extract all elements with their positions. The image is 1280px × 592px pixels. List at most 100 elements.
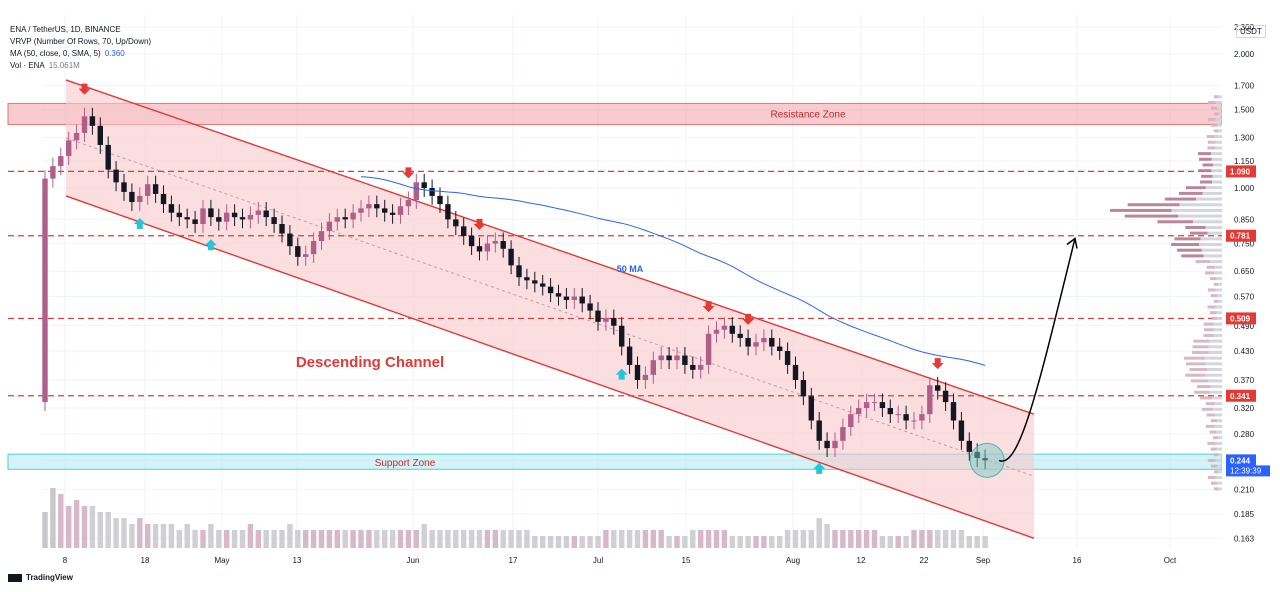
candle-body bbox=[318, 231, 325, 242]
price-label-box bbox=[1226, 165, 1256, 178]
profile-bar-up bbox=[1164, 197, 1197, 201]
profile-bar-down bbox=[1210, 260, 1222, 264]
profile-bar-up bbox=[1110, 208, 1172, 212]
volume-bar bbox=[255, 530, 261, 548]
resistance-zone bbox=[7, 102, 1223, 125]
profile-bar-up bbox=[1213, 470, 1219, 474]
candle-body bbox=[729, 325, 735, 334]
candle-body bbox=[374, 204, 380, 209]
ma-indicator[interactable]: MA (50, close, 0, SMA, 5) 0.360 bbox=[10, 48, 151, 60]
profile-bar-up bbox=[1207, 118, 1216, 122]
volume-bar bbox=[350, 530, 356, 548]
tradingview-logo: TradingView bbox=[8, 573, 73, 582]
candle-body bbox=[97, 125, 103, 145]
profile-bar-down bbox=[1213, 333, 1222, 337]
candle-body bbox=[413, 182, 419, 200]
volume-bar bbox=[97, 512, 103, 548]
tradingview-icon bbox=[8, 573, 22, 582]
profile-bar-up bbox=[1185, 373, 1206, 377]
profile-bar-up bbox=[1211, 316, 1218, 320]
profile-bar-up bbox=[1193, 339, 1210, 343]
price-axis-background bbox=[1222, 0, 1280, 592]
candle-body bbox=[42, 178, 48, 403]
volume-bar bbox=[334, 530, 340, 548]
profile-bar-up bbox=[1127, 203, 1180, 207]
countdown-box bbox=[1226, 465, 1270, 477]
descending-channel bbox=[65, 79, 1035, 539]
signal-arrows bbox=[78, 83, 944, 474]
volume-bar bbox=[737, 536, 743, 548]
volume-bar bbox=[626, 530, 633, 548]
volume-bar bbox=[224, 530, 230, 548]
volume-indicator-label: Vol · ENA bbox=[10, 61, 45, 70]
candle-body bbox=[579, 296, 585, 304]
candle-body bbox=[524, 277, 530, 281]
profile-bar-up bbox=[1205, 271, 1215, 275]
candle-body bbox=[690, 364, 696, 370]
profile-bar-up bbox=[1197, 152, 1212, 156]
volume-bar bbox=[887, 536, 893, 548]
volume-bar bbox=[516, 530, 522, 548]
volume-bar bbox=[808, 530, 814, 548]
profile-bar-up bbox=[1199, 180, 1213, 184]
legend-panel: ENA / TetherUS, 1D, BINANCE VRVP (Number… bbox=[10, 24, 151, 72]
profile-bar-up bbox=[1194, 390, 1210, 394]
candle-body bbox=[784, 350, 791, 365]
profile-bar-up bbox=[1157, 220, 1193, 224]
profile-bar-up bbox=[1124, 214, 1179, 218]
profile-bar-down bbox=[1205, 373, 1222, 377]
candle-body bbox=[263, 210, 269, 218]
volume-bar bbox=[152, 524, 159, 548]
volume-indicator[interactable]: Vol · ENA 15.061M bbox=[10, 60, 151, 72]
candle-body bbox=[903, 414, 909, 421]
volume-bar bbox=[547, 536, 554, 548]
profile-bar-down bbox=[1217, 481, 1222, 485]
profile-bar-down bbox=[1218, 453, 1222, 457]
profile-bar-down bbox=[1217, 106, 1222, 110]
volume-bar bbox=[666, 536, 672, 548]
currency-label[interactable]: USDT bbox=[1236, 25, 1266, 38]
candle-body bbox=[231, 212, 238, 218]
profile-bar-up bbox=[1183, 356, 1205, 360]
candle-body bbox=[279, 224, 285, 234]
candle-body bbox=[421, 182, 427, 189]
price-axis[interactable]: 2.300 2.000 1.700 1.500 1.300 1.150 1.000 0.850… bbox=[1222, 0, 1280, 592]
candle-body bbox=[650, 360, 656, 375]
candle-body bbox=[587, 303, 593, 311]
up-arrow-icon bbox=[813, 462, 826, 474]
candle-body bbox=[634, 364, 641, 380]
volume-indicator-value: 15.061M bbox=[48, 61, 80, 70]
volume-bar bbox=[800, 530, 807, 548]
volume-bar bbox=[950, 530, 957, 548]
volume-bar bbox=[879, 536, 886, 548]
volume-bar bbox=[263, 530, 269, 548]
volume-bar bbox=[935, 530, 941, 548]
time-tick-label: Oct bbox=[1164, 556, 1177, 565]
candle-body bbox=[666, 355, 672, 361]
down-arrow-icon bbox=[931, 358, 944, 370]
down-arrow-icon bbox=[702, 301, 715, 313]
candle-body bbox=[453, 219, 459, 227]
price-label-text: 1.090 bbox=[1230, 167, 1251, 176]
down-arrow-icon bbox=[402, 167, 415, 179]
vrvp-indicator[interactable]: VRVP (Number Of Rows, 70, Up/Down) bbox=[10, 37, 152, 46]
symbol-title[interactable]: ENA / TetherUS, 1D, BINANCE bbox=[10, 25, 121, 34]
price-label-box bbox=[1226, 229, 1256, 242]
candle-body bbox=[698, 364, 704, 370]
up-arrow-icon bbox=[615, 368, 628, 380]
candle-body bbox=[176, 212, 182, 218]
candle-body bbox=[255, 210, 261, 215]
volume-bar bbox=[863, 530, 870, 548]
volume-bar bbox=[397, 530, 404, 548]
volume-bar bbox=[982, 536, 988, 548]
time-tick-label: 17 bbox=[509, 556, 518, 565]
candle-body bbox=[429, 188, 435, 196]
time-axis[interactable]: 8 18 May 13 Jun 17 Jul 15 Aug 12 22 Sep 16 Oct bbox=[63, 556, 1177, 565]
candle-body bbox=[200, 208, 206, 225]
profile-bar-up bbox=[1209, 311, 1217, 315]
profile-bar-down bbox=[1208, 345, 1222, 349]
candle-body bbox=[840, 427, 846, 441]
candle-body bbox=[192, 219, 198, 225]
time-tick-label: 12 bbox=[857, 556, 866, 565]
